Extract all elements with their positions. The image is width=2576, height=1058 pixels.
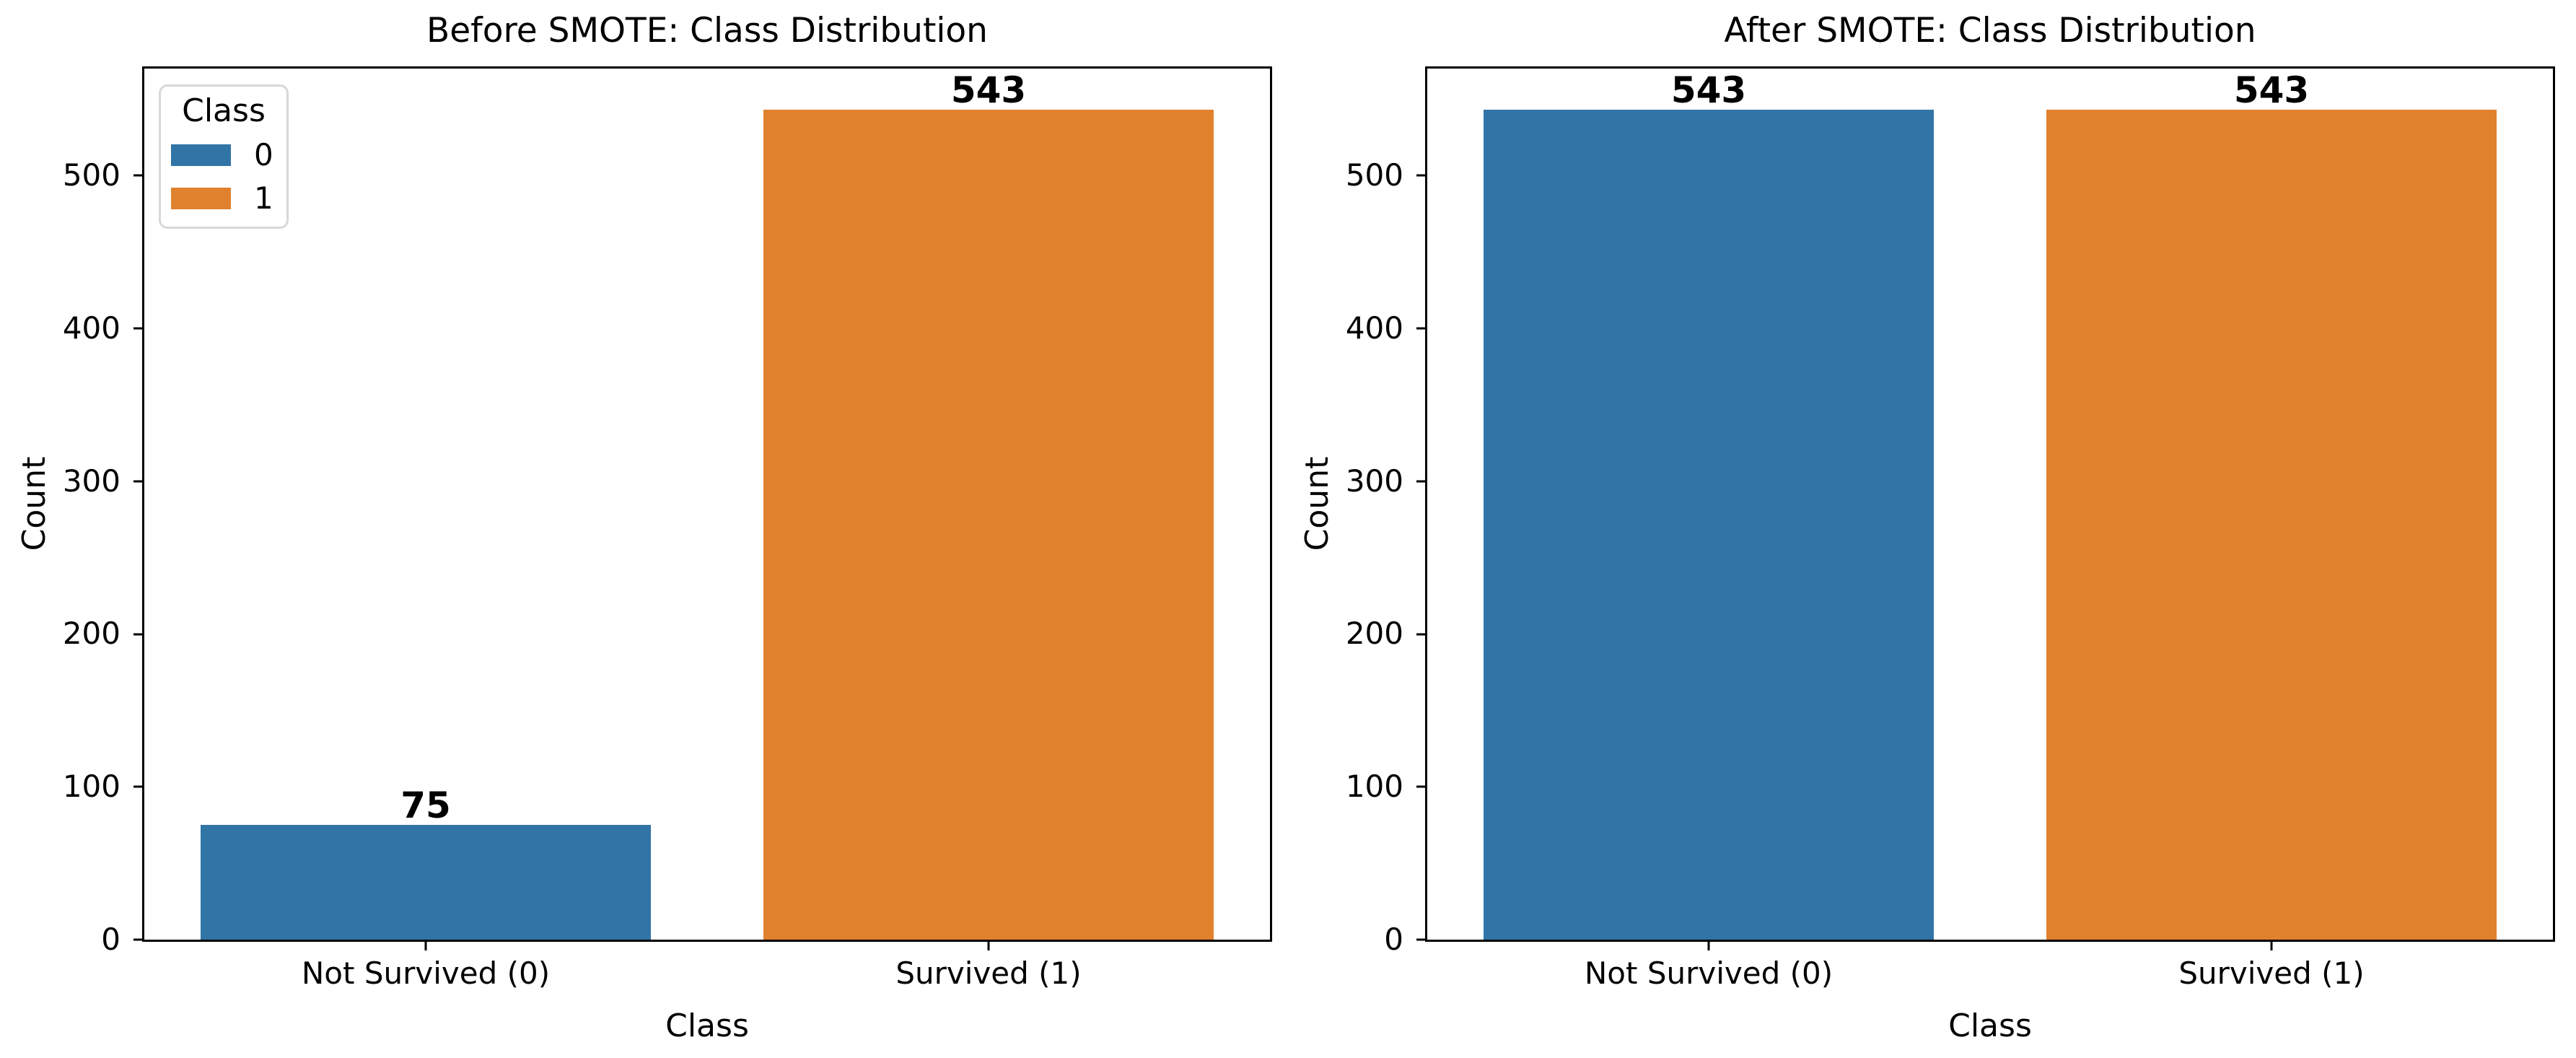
y-tick-mark <box>133 633 142 635</box>
legend-title: Class <box>182 92 266 129</box>
subplot-title: Before SMOTE: Class Distribution <box>426 11 988 51</box>
y-tick-label: 400 <box>62 310 121 346</box>
x-tick-mark <box>1707 942 1710 950</box>
axes-before-smote: 0 100 200 300 400 500 75 Not Survived (0) 543 Sur… <box>63 66 1272 991</box>
x-axis-label: Class <box>665 1007 749 1044</box>
bar-not-survived-0 <box>1484 110 1934 940</box>
axes-after-smote: 0 100 200 300 400 500 543 Not Survived (0) 543 Su… <box>1346 66 2555 991</box>
y-tick-mark <box>133 938 142 941</box>
bar-survived-1 <box>2046 110 2497 940</box>
y-tick-mark <box>1416 633 1425 635</box>
subplot-title: After SMOTE: Class Distribution <box>1724 11 2256 51</box>
bar-value-label: 543 <box>950 69 1027 111</box>
legend-entry-label: 0 <box>254 137 273 173</box>
legend: Class 0 1 <box>159 84 289 229</box>
legend-swatch-1 <box>171 188 231 210</box>
y-tick-label: 200 <box>62 616 121 652</box>
legend-swatch-0 <box>171 144 231 167</box>
x-tick-label-survived-1: Survived (1) <box>895 956 1082 991</box>
bar-value-label: 543 <box>2233 69 2310 111</box>
legend-entry-0: 0 <box>171 140 276 170</box>
bar-survived-1 <box>763 110 1214 940</box>
bar-not-survived-0 <box>201 825 651 940</box>
x-tick-label-survived-1: Survived (1) <box>2178 956 2365 991</box>
bar-value-label: 543 <box>1670 69 1747 111</box>
y-tick-mark <box>133 174 142 177</box>
x-axis-label: Class <box>1948 1007 2032 1044</box>
x-tick-label-not-survived-0: Not Survived (0) <box>1584 956 1834 991</box>
y-tick-mark <box>1416 480 1425 483</box>
x-tick-mark <box>424 942 427 950</box>
y-tick-mark <box>133 785 142 788</box>
y-tick-mark <box>1416 785 1425 788</box>
y-tick-label: 200 <box>1345 616 1403 652</box>
x-tick-label-not-survived-0: Not Survived (0) <box>301 956 551 991</box>
y-tick-mark <box>1416 327 1425 330</box>
y-tick-mark <box>133 327 142 330</box>
legend-entry-1: 1 <box>171 183 276 214</box>
x-tick-mark <box>987 942 990 950</box>
subplot-before-smote: Before SMOTE: Class Distribution Count 0… <box>16 11 1272 1044</box>
y-tick-mark <box>1416 174 1425 177</box>
y-tick-label: 300 <box>1345 463 1403 499</box>
y-tick-label: 400 <box>1345 310 1403 346</box>
y-tick-label: 0 <box>1384 922 1403 957</box>
y-tick-mark <box>1416 938 1425 941</box>
legend-entry-label: 1 <box>254 180 273 217</box>
y-tick-label: 0 <box>101 922 121 957</box>
y-tick-label: 100 <box>1345 769 1403 805</box>
y-tick-label: 300 <box>62 463 121 499</box>
y-tick-label: 500 <box>62 157 121 193</box>
y-tick-label: 100 <box>62 769 121 805</box>
y-tick-label: 500 <box>1345 157 1403 193</box>
bar-value-label: 75 <box>400 784 451 826</box>
y-tick-mark <box>133 480 142 483</box>
x-tick-mark <box>2270 942 2273 950</box>
